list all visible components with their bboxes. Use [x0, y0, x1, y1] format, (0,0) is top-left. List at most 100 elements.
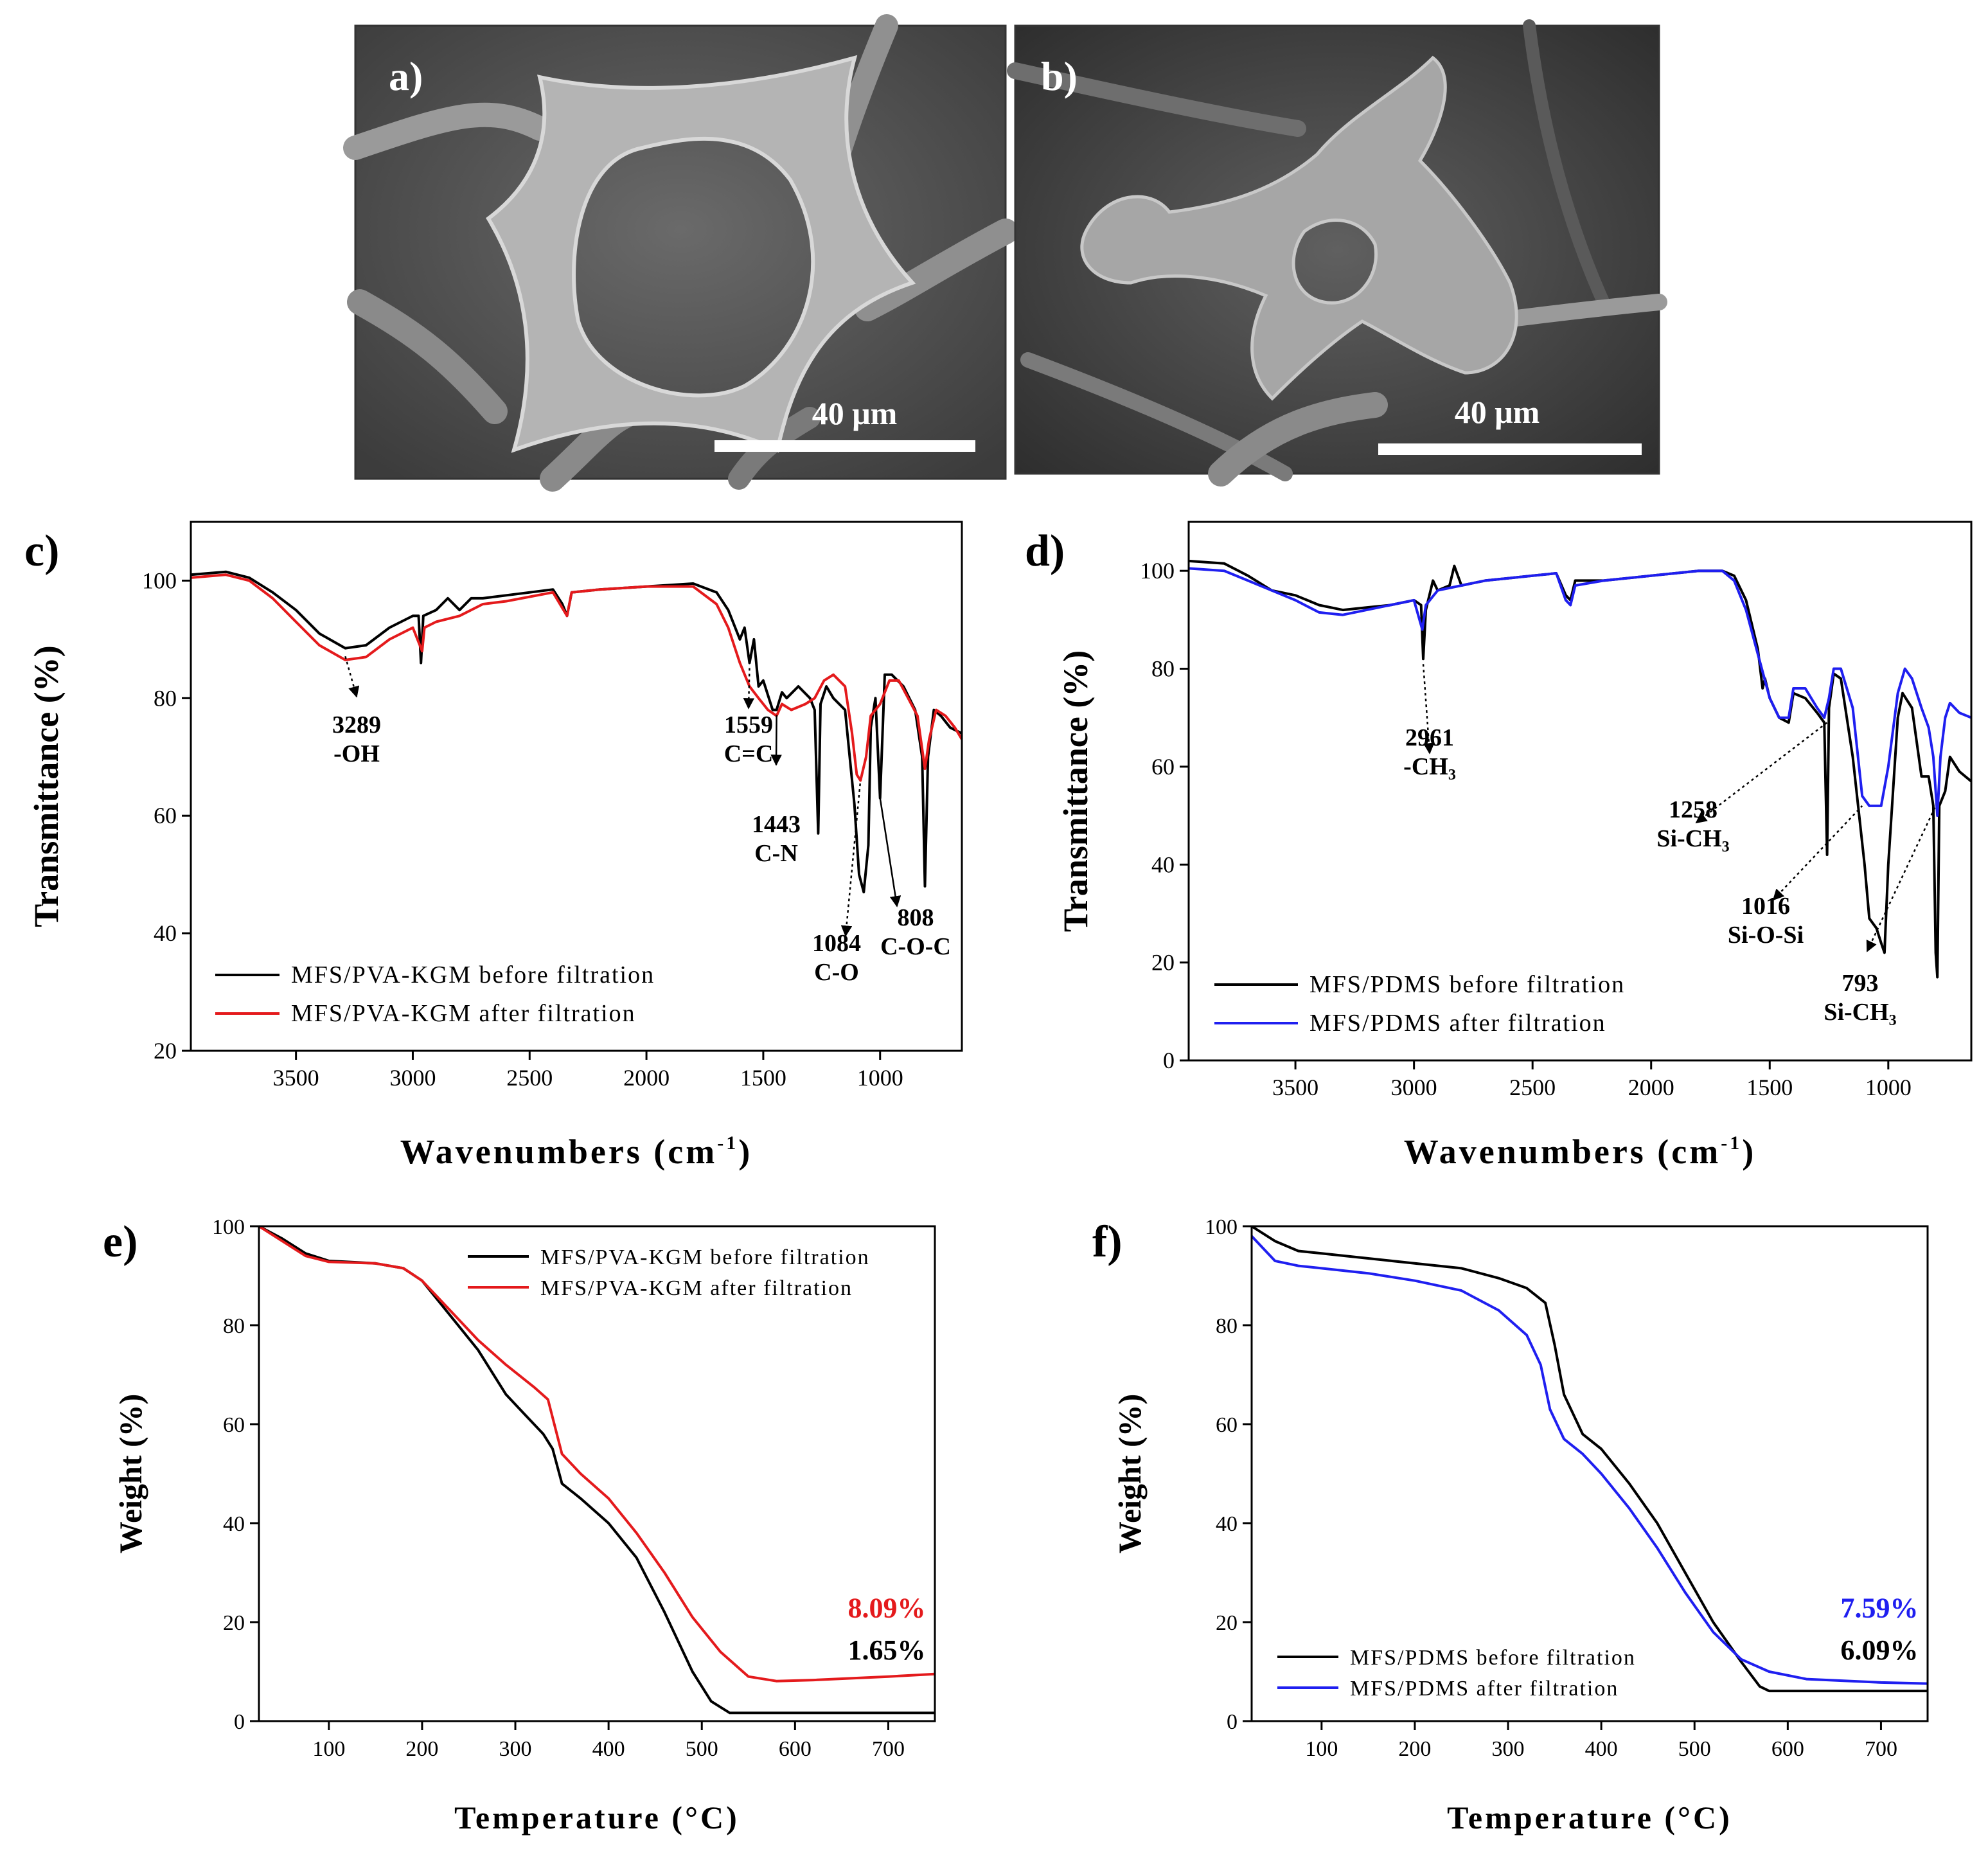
sem-b-panel-label: b) — [1041, 53, 1078, 99]
x-tick-label-f: 500 — [1678, 1737, 1711, 1761]
residue-label-f-1: 6.09% — [1840, 1634, 1918, 1666]
legend-label-c-0: MFS/PVA-KGM before filtration — [291, 961, 655, 988]
annotation-label-text-c-1: C=C — [724, 740, 774, 767]
y-axis-label-c: Transmittance (%) — [27, 645, 66, 927]
annotation-value-c-3: 1084 — [812, 930, 861, 957]
x-axis-label-d: Wavenumbers (cm-1) — [1404, 1132, 1756, 1171]
x-tick-label-d: 1000 — [1865, 1075, 1912, 1100]
annotation-label-text-d-0: -CH — [1403, 753, 1448, 780]
chart-c-ftir-pva-kgm: c) 3500 3000 2500 2000 1500 1000 20 40 60 80 100 Wav… — [24, 521, 963, 1171]
y-tick-label-f: 20 — [1216, 1611, 1238, 1635]
annotation-arrow-d-3 — [1866, 805, 1937, 952]
annotation-label-sub-d-0: 3 — [1448, 767, 1456, 783]
x-tick-label-f: 700 — [1865, 1737, 1897, 1761]
chart-f-tga-pdms: f) 100 200 300 400 500 600 700 0 20 40 60 80 100 Tempe… — [1092, 1215, 1929, 1836]
annotation-arrow-d-2 — [1772, 805, 1863, 901]
series-line-e-1 — [258, 1225, 936, 1683]
sem-particle-cluster-b — [1080, 55, 1518, 401]
y-tick-label-e: 80 — [223, 1314, 245, 1338]
x-axis-label-sup-d: -1 — [1721, 1132, 1742, 1154]
x-tick-label-e: 500 — [686, 1737, 718, 1761]
x-axis-label-end-d: ) — [1742, 1132, 1756, 1171]
series-line-d-1 — [1188, 567, 1972, 817]
x-tick-label-d: 2000 — [1628, 1075, 1674, 1100]
annotation-label-c-2: C-N — [754, 840, 798, 867]
x-tick-label-c: 3500 — [273, 1065, 319, 1091]
sem-a-scale-bar — [714, 440, 975, 452]
x-axis-label-f: Temperature (°C) — [1447, 1800, 1732, 1836]
residue-label-f-0: 7.59% — [1840, 1592, 1918, 1623]
y-tick-label-e: 20 — [223, 1611, 245, 1635]
y-tick-label-c: 20 — [154, 1038, 177, 1064]
x-tick-label-f: 200 — [1398, 1737, 1431, 1761]
annotation-value-d-2: 1016 — [1741, 893, 1790, 920]
x-tick-label-d: 2500 — [1509, 1075, 1556, 1100]
annotation-label-text-c-4: C-O-C — [880, 933, 951, 960]
y-tick-label-d: 20 — [1151, 950, 1175, 976]
annotation-arrow-c-0 — [344, 656, 360, 698]
y-axis-label-f: Weight (%) — [1112, 1394, 1148, 1554]
chart-d-ftir-pdms: d) 3500 3000 2500 2000 1500 1000 0 20 40 60 80 100 Wa… — [1025, 521, 1973, 1171]
legend-label-e-1: MFS/PVA-KGM after filtration — [540, 1276, 853, 1300]
y-tick-label-c: 100 — [142, 567, 177, 593]
annotation-label-c-1: C=C — [724, 740, 774, 767]
annotation-label-c-0: -OH — [333, 740, 380, 767]
x-tick-label-f: 100 — [1305, 1737, 1338, 1761]
plot-frame-e — [258, 1225, 936, 1722]
x-tick-label-e: 700 — [872, 1737, 905, 1761]
plot-frame-c — [190, 521, 963, 1052]
y-tick-label-e: 40 — [223, 1512, 245, 1536]
x-tick-label-c: 1500 — [740, 1065, 786, 1091]
y-tick-label-f: 40 — [1216, 1512, 1238, 1536]
legend-label-c-1: MFS/PVA-KGM after filtration — [291, 1000, 636, 1027]
series-line-f-0 — [1250, 1225, 1928, 1693]
residue-label-e-0: 8.09% — [848, 1592, 925, 1623]
y-tick-label-f: 80 — [1216, 1314, 1238, 1338]
x-axis-label-text-c: Wavenumbers (cm — [400, 1132, 717, 1171]
annotation-label-c-4: C-O-C — [880, 933, 951, 960]
y-tick-label-f: 60 — [1216, 1413, 1238, 1437]
y-tick-label-f: 0 — [1227, 1710, 1238, 1734]
annotation-label-text-c-3: C-O — [814, 959, 859, 986]
series-line-c-0 — [190, 570, 963, 894]
x-axis-label-text-f: Temperature (°C) — [1447, 1800, 1732, 1836]
y-tick-label-c: 40 — [154, 920, 177, 946]
y-tick-label-d: 40 — [1151, 852, 1175, 877]
annotation-label-d-2: Si-O-Si — [1728, 922, 1804, 949]
x-axis-label-end-c: ) — [738, 1132, 752, 1171]
x-tick-label-c: 1000 — [857, 1065, 903, 1091]
y-tick-label-d: 0 — [1163, 1048, 1175, 1073]
plot-frame-d — [1187, 521, 1973, 1062]
annotation-value-c-4: 808 — [898, 904, 934, 931]
y-tick-label-f: 100 — [1205, 1215, 1238, 1239]
annotation-value-d-3: 793 — [1842, 970, 1879, 997]
annotation-label-c-3: C-O — [814, 959, 859, 986]
x-axis-label-text-d: Wavenumbers (cm — [1404, 1132, 1721, 1171]
legend-label-f-1: MFS/PDMS after filtration — [1350, 1677, 1619, 1701]
series-line-c-1 — [190, 573, 963, 782]
annotation-value-c-2: 1443 — [752, 811, 801, 838]
y-tick-label-c: 80 — [154, 685, 177, 711]
annotation-value-c-1: 1559 — [724, 711, 773, 738]
legend-label-d-1: MFS/PDMS after filtration — [1309, 1010, 1606, 1037]
annotation-value-d-0: 2961 — [1405, 724, 1454, 751]
x-tick-label-f: 600 — [1771, 1737, 1804, 1761]
x-tick-label-c: 2500 — [506, 1065, 553, 1091]
annotation-label-text-c-2: C-N — [754, 840, 798, 867]
annotation-label-d-3: Si-CH3 — [1824, 999, 1896, 1029]
y-tick-label-c: 60 — [154, 803, 177, 828]
annotation-label-text-d-1: Si-CH — [1656, 825, 1721, 852]
annotation-label-text-d-2: Si-O-Si — [1728, 922, 1804, 949]
annotation-label-d-1: Si-CH3 — [1656, 825, 1729, 855]
y-tick-label-e: 60 — [223, 1413, 245, 1437]
sem-panel-b: b) 40 μm — [1007, 19, 1667, 487]
legend-label-d-0: MFS/PDMS before filtration — [1309, 971, 1625, 998]
sem-b-scale-bar — [1378, 443, 1642, 455]
x-tick-label-d: 3500 — [1272, 1075, 1318, 1100]
annotation-label-text-d-3: Si-CH — [1824, 999, 1888, 1026]
plot-frame-f — [1250, 1225, 1929, 1722]
panel-label-e: e) — [103, 1217, 138, 1267]
y-axis-label-e: Weight (%) — [112, 1394, 148, 1554]
x-tick-label-e: 200 — [405, 1737, 438, 1761]
